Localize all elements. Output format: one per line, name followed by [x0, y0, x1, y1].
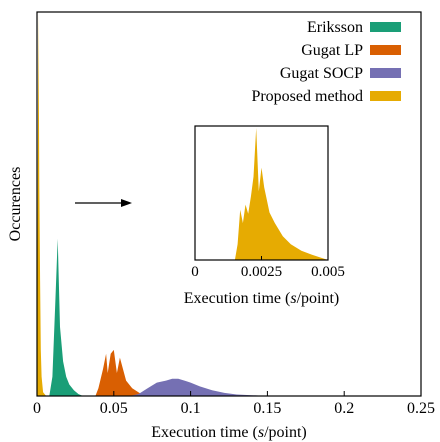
arrow-head: [121, 199, 132, 207]
series-area-proposed-method: [37, 12, 47, 396]
series-area-eriksson: [49, 238, 84, 396]
inset-x-tick-label: 0.0025: [241, 264, 282, 280]
legend-label-proposed-method: Proposed method: [251, 88, 363, 105]
x-tick-label: 0.05: [100, 400, 128, 417]
legend-label-gugat-lp: Gugat LP: [301, 42, 363, 59]
inset-x-tick-label: 0.005: [311, 264, 345, 280]
series-area-gugat-socp: [129, 378, 268, 396]
x-tick-label: 0.25: [407, 400, 435, 417]
legend-swatch-gugat-lp: [370, 45, 401, 55]
x-tick-label: 0.2: [334, 400, 354, 417]
legend: Eriksson Gugat LP Gugat SOCP Proposed metho…: [251, 19, 401, 105]
legend-swatch-proposed-method: [370, 91, 401, 101]
inset-x-axis-label: Execution time (s/point): [184, 290, 340, 307]
plot-frame: [36, 11, 422, 397]
main-plot-area: 0 0.05 0.1 0.15 0.2 0.25 Execution time (s/poi…: [7, 11, 435, 441]
x-axis-label: Execution time (s/point): [151, 424, 307, 441]
legend-label-gugat-socp: Gugat SOCP: [280, 65, 363, 82]
inset-series-area-proposed-method: [234, 128, 328, 260]
inset-arrow: [75, 199, 132, 207]
y-axis-label: Occurences: [7, 167, 24, 242]
x-tick-label: 0.1: [181, 400, 201, 417]
x-tick-label: 0: [33, 400, 41, 417]
legend-swatch-eriksson: [370, 22, 401, 32]
legend-label-eriksson: Eriksson: [307, 19, 363, 36]
series-area-gugat-lp: [95, 349, 145, 396]
inset-plot: 0 0.0025 0.005 Execution time (s/point): [184, 125, 345, 307]
legend-swatch-gugat-socp: [370, 68, 401, 78]
x-tick-label: 0.15: [253, 400, 281, 417]
inset-x-tick-label: 0: [191, 264, 199, 280]
